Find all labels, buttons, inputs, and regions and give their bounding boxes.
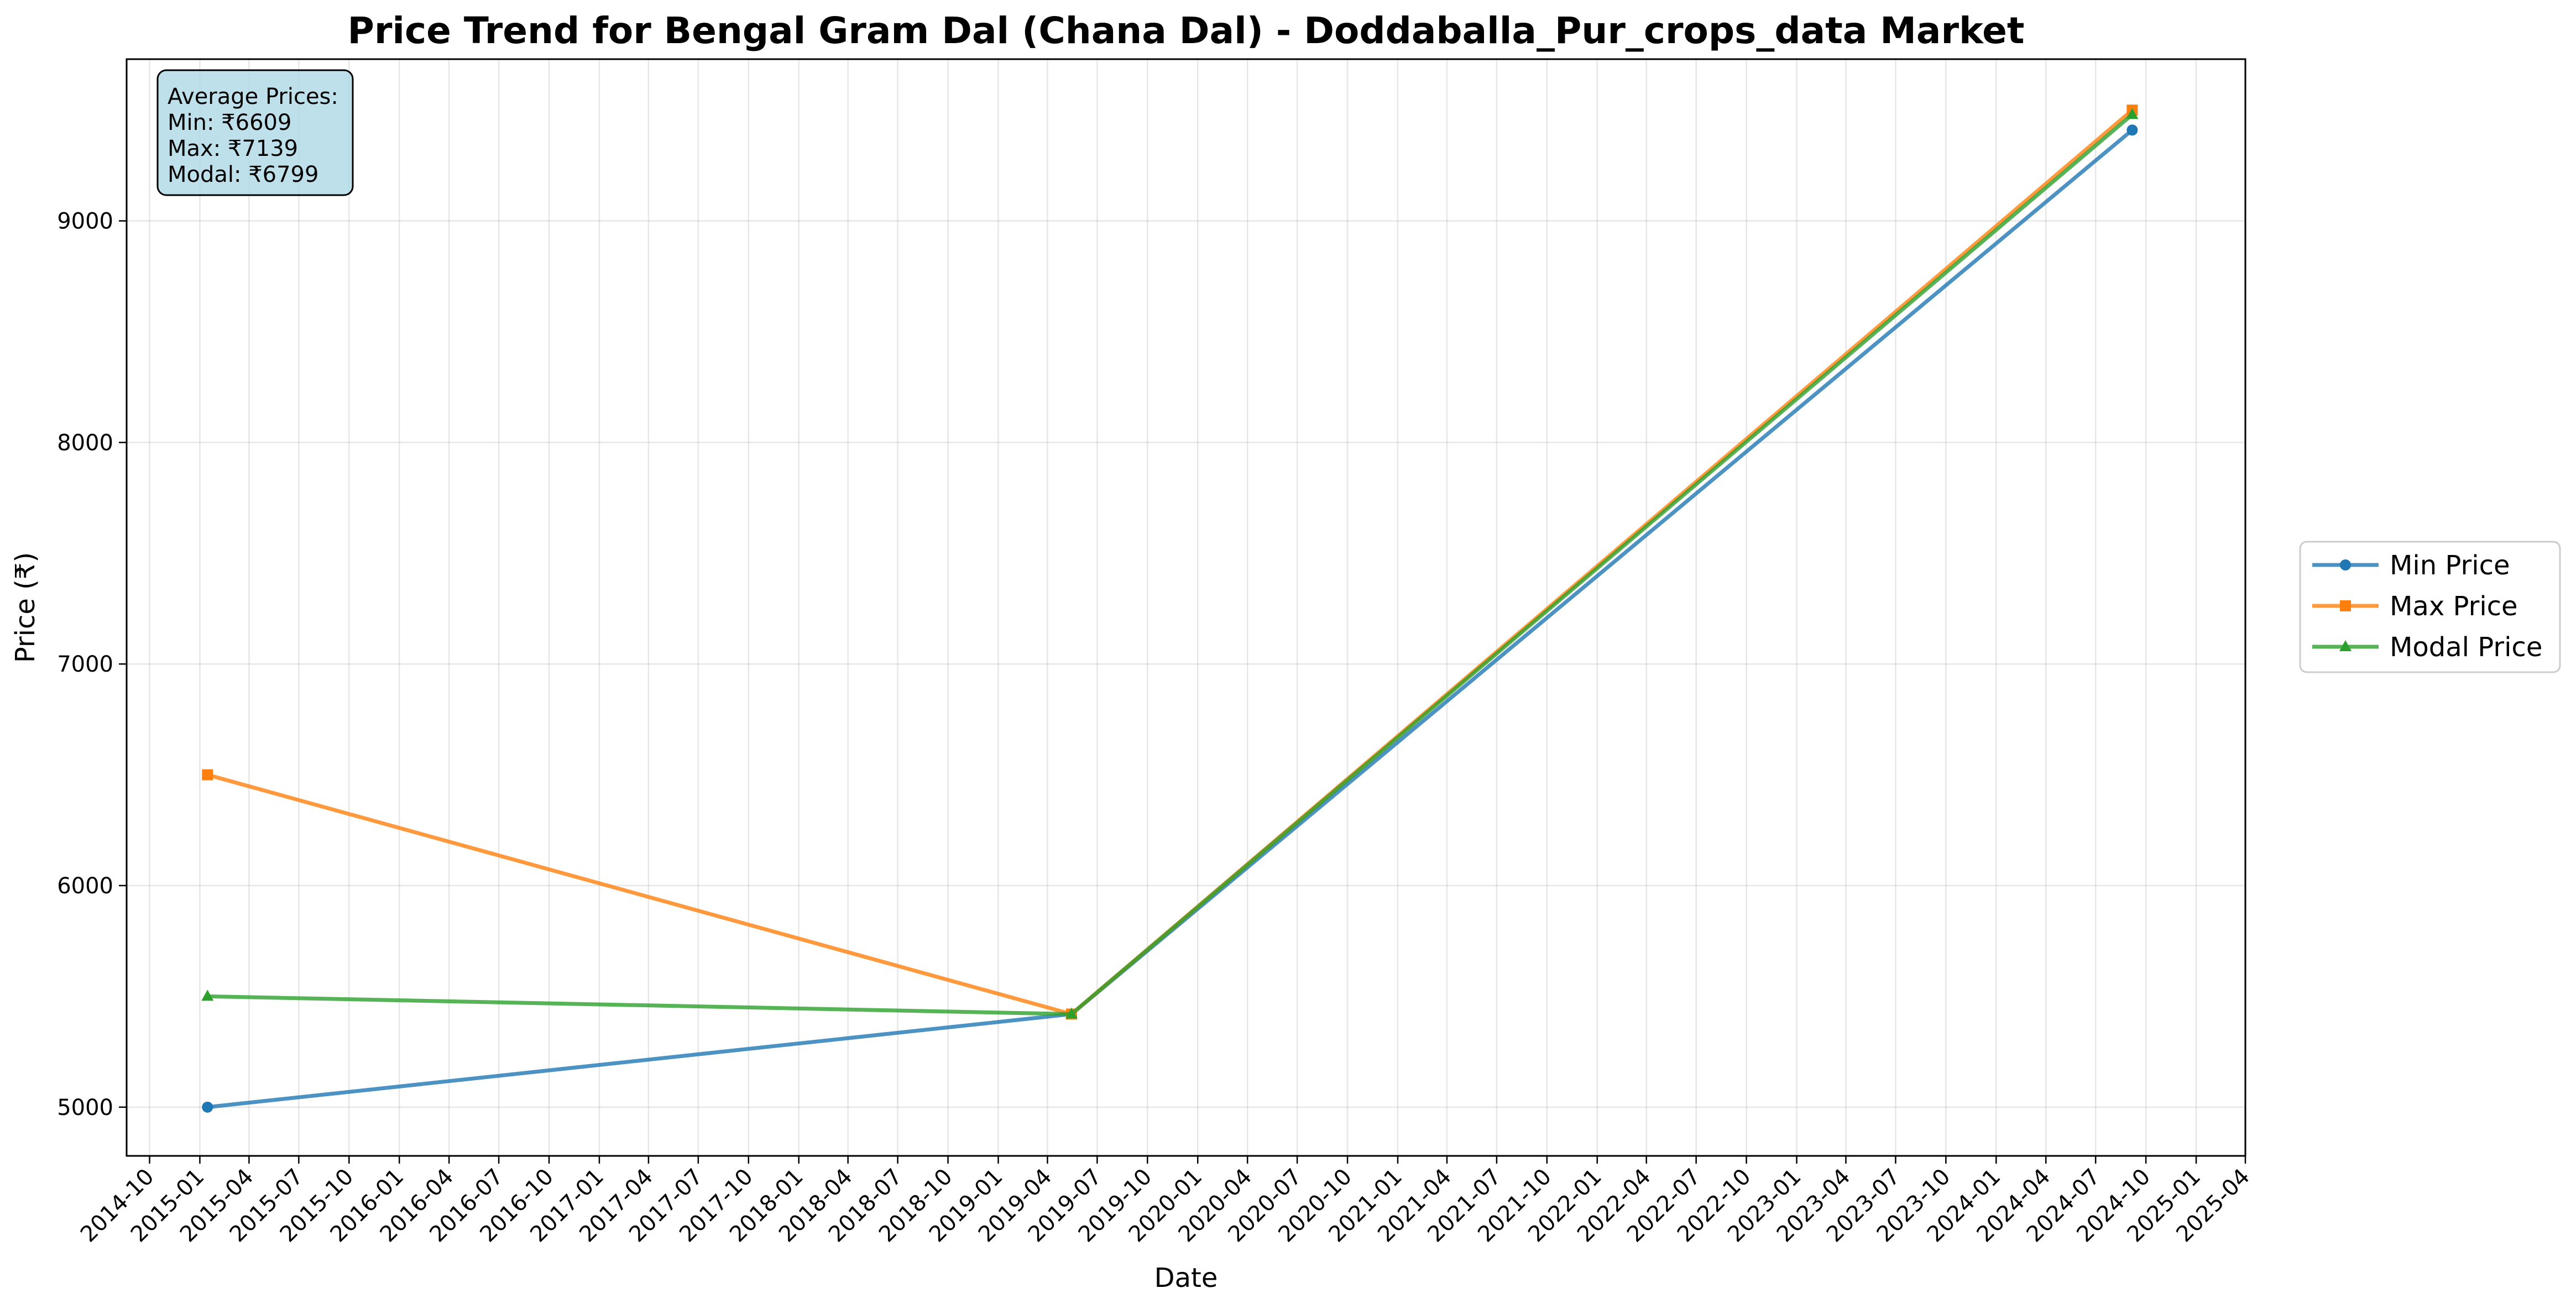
y-tick-label: 7000 bbox=[57, 652, 113, 677]
min-price-line bbox=[205, 128, 2134, 1109]
legend-item-modal-price: Modal Price bbox=[2312, 632, 2542, 663]
y-axis-ticks: 5000 6000 7000 8000 9000 bbox=[57, 209, 127, 1120]
legend-item-min-price: Min Price bbox=[2312, 550, 2510, 581]
y-axis-label: Price (₹) bbox=[10, 552, 41, 663]
legend-frame bbox=[2299, 541, 2561, 673]
legend-label: Max Price bbox=[2390, 591, 2518, 622]
series-max-price bbox=[202, 104, 2138, 1020]
legend-item-max-price: Max Price bbox=[2312, 591, 2518, 622]
stats-line: Min: ₹6609 bbox=[168, 110, 291, 135]
stats-line: Average Prices: bbox=[168, 84, 338, 109]
series-layer bbox=[201, 104, 2139, 1113]
y-tick-label: 6000 bbox=[57, 873, 113, 899]
modal-price-point bbox=[201, 989, 214, 1001]
min-price-point bbox=[2126, 124, 2138, 136]
modal-price-point bbox=[1065, 1007, 1078, 1019]
grid bbox=[127, 59, 2246, 1156]
y-tick-label: 9000 bbox=[57, 209, 113, 234]
max-price-point bbox=[202, 769, 213, 781]
stats-line: Max: ₹7139 bbox=[168, 136, 298, 161]
y-tick-label: 5000 bbox=[57, 1095, 113, 1120]
plot-area bbox=[126, 58, 2246, 1157]
series-min-price bbox=[202, 124, 2138, 1113]
x-axis-ticks: 2014-102015-012015-042015-072015-102016-… bbox=[76, 1156, 2255, 1247]
legend-label: Min Price bbox=[2390, 550, 2510, 581]
legend: Min Price Max Price Modal Price bbox=[2299, 541, 2561, 673]
stats-line: Modal: ₹6799 bbox=[168, 162, 318, 187]
modal-price-line bbox=[205, 112, 2134, 1016]
stats-box-frame bbox=[156, 69, 354, 196]
chart-title: Price Trend for Bengal Gram Dal (Chana D… bbox=[348, 9, 2025, 52]
y-tick-label: 8000 bbox=[57, 430, 113, 455]
x-axis-label: Date bbox=[1154, 1263, 1218, 1294]
min-price-point bbox=[202, 1101, 213, 1113]
legend-marker bbox=[2340, 559, 2351, 570]
legend-marker bbox=[2339, 640, 2352, 651]
series-modal-price bbox=[201, 108, 2139, 1019]
legend-marker bbox=[2340, 600, 2351, 611]
max-price-line bbox=[205, 108, 2134, 1016]
modal-price-point bbox=[2126, 108, 2139, 119]
legend-label: Modal Price bbox=[2390, 632, 2542, 663]
